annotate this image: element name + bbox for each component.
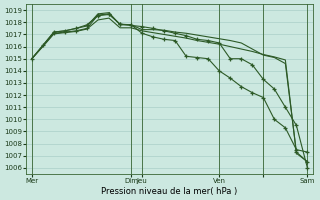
X-axis label: Pression niveau de la mer( hPa ): Pression niveau de la mer( hPa ) [101,187,238,196]
